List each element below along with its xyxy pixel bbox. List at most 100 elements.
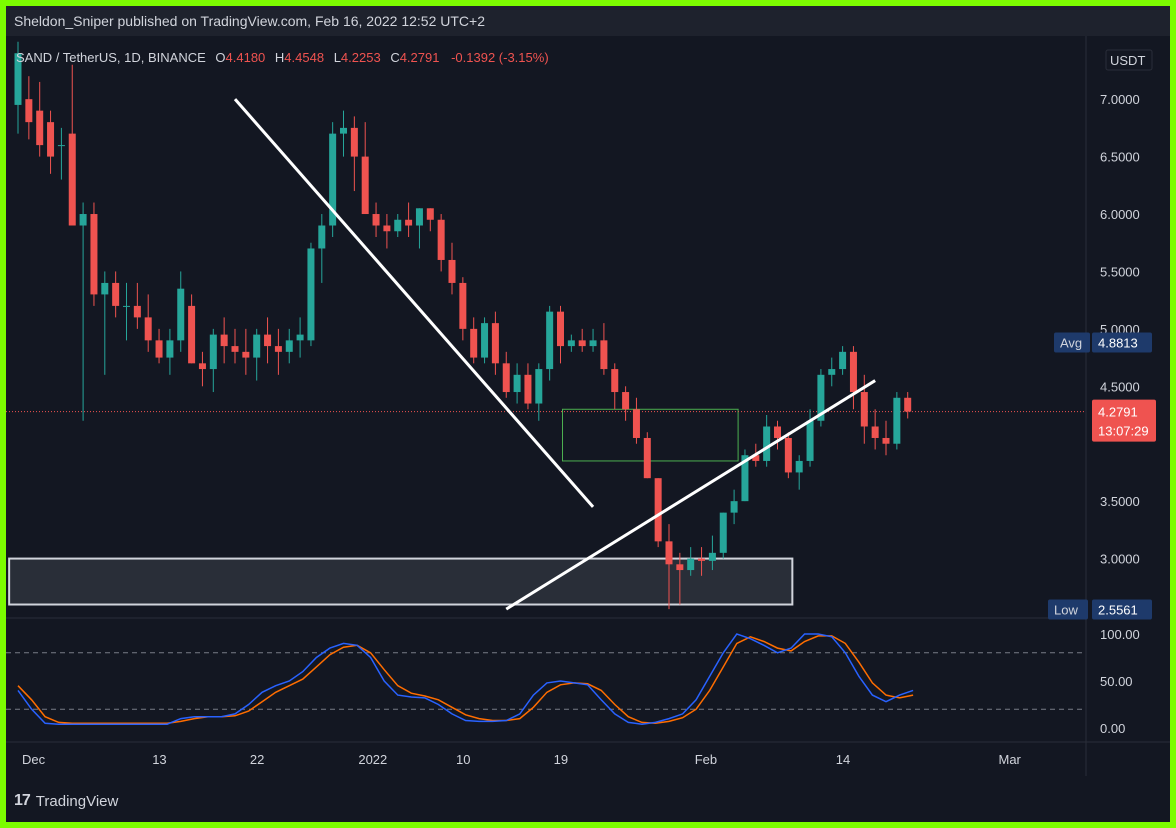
- candle-body: [47, 122, 55, 157]
- candle-body: [285, 340, 293, 352]
- oscillator-tick-label: 0.00: [1100, 721, 1125, 736]
- oscillator-tick-label: 50.00: [1100, 674, 1133, 689]
- candle-body: [481, 323, 489, 358]
- candle-body: [567, 340, 575, 347]
- candle-body: [133, 305, 141, 318]
- avg-value-tag: [1092, 332, 1152, 353]
- candle-body: [220, 334, 228, 347]
- candle-body: [253, 334, 261, 358]
- candle-body: [470, 328, 478, 358]
- candle-body: [524, 374, 532, 404]
- avg-tag: [1054, 332, 1090, 353]
- countdown-timer: 13:07:29: [1098, 424, 1149, 439]
- candle-body: [264, 334, 272, 347]
- candle-body: [708, 552, 716, 561]
- candle-body: [209, 334, 217, 370]
- price-tick-label: 6.0000: [1100, 207, 1140, 222]
- candle-body: [166, 340, 174, 358]
- candle-body: [459, 282, 467, 329]
- candle-body: [372, 214, 380, 226]
- candle-body: [155, 340, 163, 358]
- oscillator-tick-label: 100.00: [1100, 627, 1140, 642]
- candle-body: [491, 323, 499, 364]
- candle-body: [340, 127, 347, 134]
- candle-body: [665, 541, 673, 565]
- currency-label: USDT: [1110, 53, 1145, 68]
- price-tick-label: 4.5000: [1100, 379, 1140, 394]
- candle-body: [763, 426, 771, 461]
- candle-body: [177, 288, 185, 341]
- candle-body: [535, 369, 543, 404]
- candle-body: [806, 420, 814, 461]
- candle-body: [57, 145, 65, 147]
- low-label: Low: [1054, 603, 1078, 618]
- support-zone: [8, 557, 794, 606]
- candle-body: [415, 208, 423, 226]
- candle-body: [437, 219, 445, 260]
- candle-body: [882, 437, 890, 444]
- candle-body: [687, 558, 695, 571]
- candle-body: [632, 409, 640, 438]
- candle-body: [144, 317, 152, 341]
- close-label: C: [390, 50, 400, 65]
- candle-body: [860, 392, 868, 427]
- candle-body: [242, 351, 250, 358]
- change-value: -0.1392 (-3.15%): [451, 50, 549, 65]
- open-value: 4.4180: [225, 50, 266, 65]
- price-tick-label: 5.5000: [1100, 264, 1140, 279]
- candle-body: [784, 437, 792, 473]
- low-tag: [1048, 599, 1088, 620]
- time-tick-label: Feb: [695, 752, 717, 767]
- candle-body: [274, 346, 282, 352]
- uptrend-line: [505, 379, 876, 611]
- candle-body: [849, 351, 857, 393]
- candle-body: [871, 426, 879, 438]
- low-value: 2.5561: [1098, 603, 1138, 618]
- candle-body: [350, 127, 358, 157]
- price-chart[interactable]: 7.00006.50006.00005.50005.00004.50003.50…: [6, 6, 1170, 822]
- candle-body: [394, 219, 402, 232]
- candle-body: [318, 225, 326, 249]
- currency-badge: [1105, 49, 1153, 71]
- candle-body: [817, 374, 825, 421]
- candle-body: [383, 225, 391, 232]
- symbol-name[interactable]: SAND / TetherUS, 1D, BINANCE: [16, 50, 206, 65]
- low-value: 4.2253: [340, 50, 381, 65]
- candle-body: [112, 282, 120, 306]
- stoch-k-line: [17, 633, 914, 725]
- stoch-d-line: [17, 635, 914, 725]
- price-tick-label: 6.5000: [1100, 150, 1140, 165]
- candle-body: [904, 397, 912, 412]
- candle-body: [730, 501, 738, 513]
- candle-body: [643, 437, 651, 479]
- candle-body: [231, 346, 239, 352]
- candle-body: [546, 311, 554, 370]
- candle-body: [25, 99, 33, 123]
- candle-body: [578, 340, 586, 347]
- candle-body: [198, 363, 206, 370]
- time-tick-label: 13: [152, 752, 166, 767]
- candle-body: [296, 334, 304, 341]
- candle-body: [741, 455, 749, 502]
- candle-body: [513, 374, 521, 393]
- candle-body: [557, 311, 564, 347]
- time-tick-label: Dec: [22, 752, 46, 767]
- close-value: 4.2791: [399, 50, 440, 65]
- candle-body: [600, 340, 608, 370]
- candle-body: [448, 259, 456, 283]
- low-value-tag: [1092, 599, 1152, 620]
- candle-body: [589, 340, 597, 347]
- candle-body: [123, 305, 130, 307]
- candle-body: [654, 478, 662, 542]
- price-tick-label: 7.0000: [1100, 92, 1140, 107]
- low-label: L: [333, 50, 341, 65]
- candle-body: [68, 133, 76, 226]
- candle-body: [188, 305, 196, 364]
- candle-body: [79, 214, 87, 226]
- candle-body: [426, 208, 434, 220]
- footer-brand[interactable]: 17 TradingView: [14, 792, 118, 810]
- candle-body: [361, 156, 369, 215]
- candle-body: [893, 397, 901, 444]
- time-tick-label: 2022: [358, 752, 387, 767]
- price-tick-label: 3.0000: [1100, 552, 1140, 567]
